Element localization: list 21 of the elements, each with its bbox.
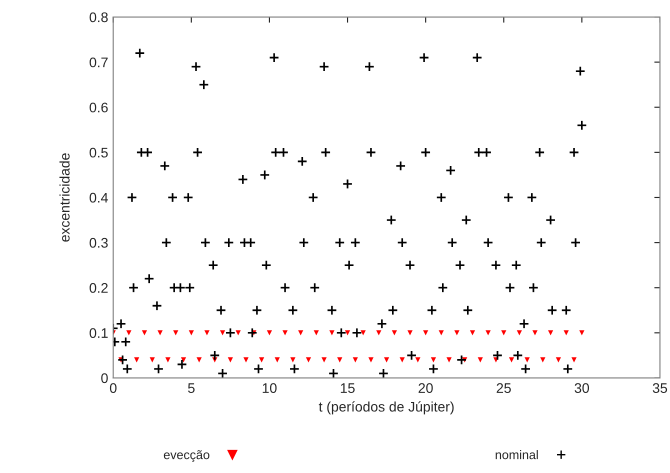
x-tick-label: 30 (574, 383, 590, 393)
y-tick-label: 0 (101, 373, 108, 384)
y-tick-label: 0.7 (90, 57, 108, 68)
x-tick-label: 5 (188, 383, 195, 393)
y-tick-label: 0.2 (90, 283, 108, 293)
y-tick-label: 0.8 (90, 12, 108, 22)
x-tick-label: 0 (110, 383, 117, 393)
x-tick-label: 15 (340, 383, 355, 393)
y-tick-label: 0.3 (90, 238, 108, 248)
x-axis-title: t (períodos de Júpiter) (318, 401, 454, 414)
legend-label: nominal (496, 450, 538, 460)
y-axis-title: excentricidade (59, 153, 70, 242)
x-tick-label: 20 (418, 383, 433, 393)
y-tick-label: 0.4 (90, 192, 108, 203)
y-tick-label: 0.6 (90, 102, 108, 112)
y-tick-label: 0.5 (90, 148, 108, 158)
x-tick-label: 10 (262, 383, 277, 393)
x-tick-label: 25 (496, 383, 511, 393)
x-tick-label: 35 (652, 383, 668, 393)
legend-label: evecção (164, 450, 210, 462)
y-tick-label: 0.1 (90, 328, 108, 338)
